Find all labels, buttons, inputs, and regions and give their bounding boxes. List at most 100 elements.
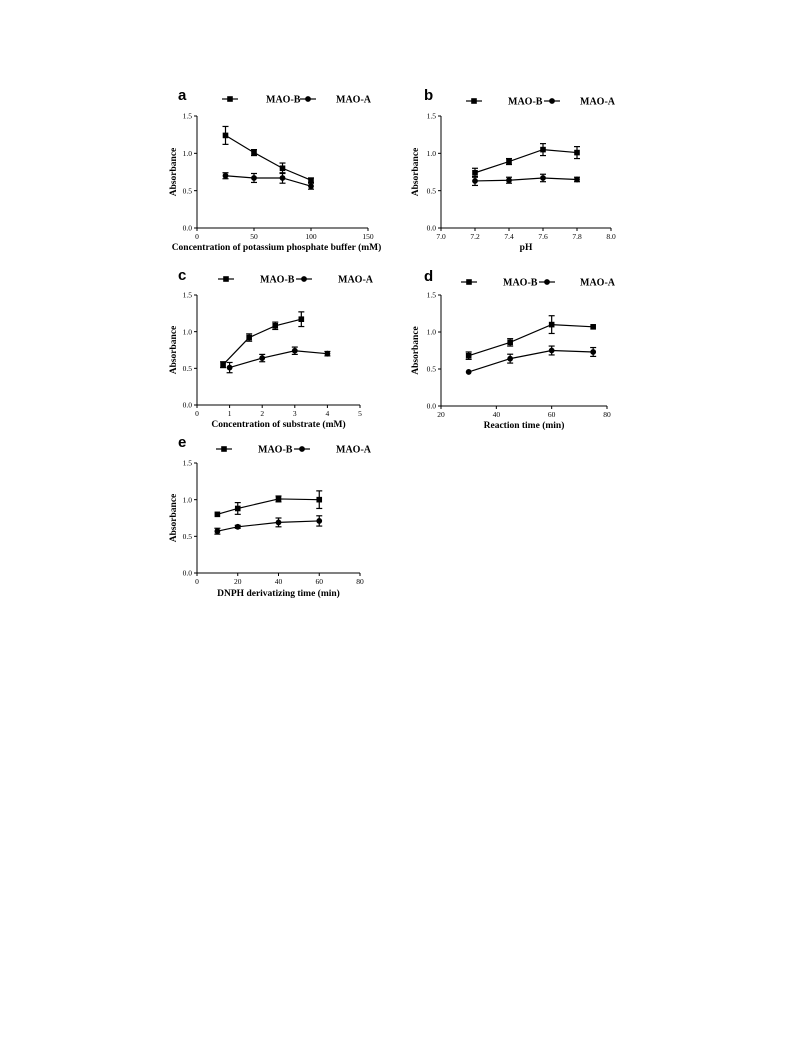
y-tick-label: 0.5 [183, 186, 193, 195]
legend-marker [227, 96, 233, 102]
y-tick-label: 1.0 [183, 327, 193, 336]
data-point-mao-b [308, 177, 314, 184]
legend-label: MAO-B [508, 97, 543, 108]
data-point-mao-b [574, 149, 580, 156]
legend-label: MAO-B [260, 275, 295, 286]
data-point-mao-b [279, 165, 286, 172]
x-tick-label: 7.4 [504, 232, 514, 241]
data-point-mao-b [272, 323, 279, 329]
data-point-mao-b [465, 352, 472, 359]
x-tick-label: 20 [437, 410, 445, 419]
data-point-mao-b [540, 146, 546, 153]
y-tick-label: 1.5 [427, 112, 437, 121]
data-point-mao-b [316, 496, 323, 503]
x-tick-label: 80 [603, 410, 611, 419]
series-line-mao-b [468, 323, 594, 357]
panel-letter: b [424, 87, 433, 104]
x-tick-label: 3 [293, 409, 297, 418]
chart-panel-c: c 0.0 0.5 1.0 1.5 0 1 2 3 4 5 Concentration of subs… [169, 267, 374, 430]
x-tick-label: 80 [356, 577, 364, 586]
series-line-mao-a [217, 520, 320, 532]
panel-letter: e [178, 434, 186, 451]
chart-panel-d: d 0.0 0.5 1.0 1.5 20 40 60 80 Reaction time (min)… [411, 268, 616, 431]
legend-marker [549, 98, 555, 104]
data-point-mao-a [279, 175, 286, 181]
x-tick-label: 50 [250, 232, 258, 241]
data-point-mao-a [548, 347, 555, 354]
data-point-mao-b [251, 149, 257, 156]
x-axis-title: Reaction time (min) [484, 420, 565, 431]
legend-marker [299, 446, 305, 452]
data-point-mao-a [590, 349, 597, 355]
data-point-mao-a [259, 355, 266, 361]
data-point-mao-b [222, 132, 229, 139]
series-line-mao-a [225, 175, 312, 187]
x-tick-label: 40 [493, 410, 501, 419]
y-tick-label: 0.0 [183, 401, 193, 410]
y-axis-title: Absorbance [169, 326, 179, 375]
data-point-mao-a [226, 364, 233, 371]
legend-label: MAO-A [338, 275, 374, 286]
x-tick-label: 2 [260, 409, 264, 418]
y-tick-label: 1.5 [183, 291, 193, 300]
series-line-mao-b [474, 148, 578, 174]
y-tick-label: 1.0 [427, 149, 437, 158]
x-tick-label: 150 [362, 232, 374, 241]
x-axis-title: DNPH derivatizing time (min) [217, 588, 340, 599]
y-axis-title: Absorbance [169, 148, 179, 197]
data-point-mao-b [506, 158, 512, 165]
legend-label: MAO-B [258, 445, 293, 456]
data-point-mao-a [214, 528, 221, 535]
y-axis-title: Absorbance [411, 148, 421, 197]
data-point-mao-a [540, 175, 546, 181]
panel-letter: c [178, 267, 186, 284]
chart-panel-e: e 0.0 0.5 1.0 1.5 0 20 40 60 80 DNPH derivatizing … [169, 434, 372, 599]
y-tick-label: 0.0 [183, 224, 193, 233]
y-tick-label: 0.0 [427, 224, 437, 233]
x-tick-label: 40 [275, 577, 283, 586]
legend-label: MAO-A [580, 278, 616, 289]
y-tick-label: 1.5 [183, 459, 193, 468]
data-point-mao-b [214, 511, 221, 518]
y-tick-label: 1.5 [183, 112, 193, 121]
series-line-mao-b [225, 134, 312, 181]
data-point-mao-b [472, 169, 478, 176]
x-tick-label: 0 [195, 232, 199, 241]
legend-marker [466, 279, 472, 285]
y-tick-label: 1.5 [427, 291, 437, 300]
x-axis-title: Concentration of substrate (mM) [211, 419, 345, 430]
series-line-mao-a [229, 350, 328, 369]
data-point-mao-a [507, 355, 514, 362]
legend-marker [544, 279, 550, 285]
x-tick-label: 60 [316, 577, 324, 586]
data-point-mao-a [251, 175, 257, 181]
data-point-mao-b [298, 316, 305, 322]
data-point-mao-b [234, 505, 241, 512]
data-point-mao-b [220, 361, 226, 368]
data-point-mao-b [548, 321, 555, 328]
x-tick-label: 5 [358, 409, 362, 418]
y-tick-label: 0.5 [183, 532, 193, 541]
x-tick-label: 60 [548, 410, 556, 419]
data-point-mao-a [574, 176, 580, 183]
series-line-mao-a [474, 177, 578, 182]
data-point-mao-a [465, 369, 472, 375]
chart-panel-b: b 0.0 0.5 1.0 1.5 7.0 7.2 7.4 7.6 7.8 8.0 pH Absorba… [411, 87, 616, 253]
x-tick-label: 8.0 [606, 232, 616, 241]
data-point-mao-a [472, 178, 478, 184]
series-line-mao-a [468, 349, 594, 373]
y-tick-label: 1.0 [183, 149, 193, 158]
x-tick-label: 7.2 [470, 232, 480, 241]
x-tick-label: 7.6 [538, 232, 548, 241]
series-line-mao-b [222, 318, 302, 366]
legend-label: MAO-B [503, 278, 538, 289]
x-tick-label: 0 [195, 577, 199, 586]
data-point-mao-a [308, 183, 314, 190]
y-tick-label: 0.5 [427, 186, 437, 195]
x-axis-title: pH [520, 243, 533, 253]
legend-label: MAO-A [336, 445, 372, 456]
x-tick-label: 0 [195, 409, 199, 418]
